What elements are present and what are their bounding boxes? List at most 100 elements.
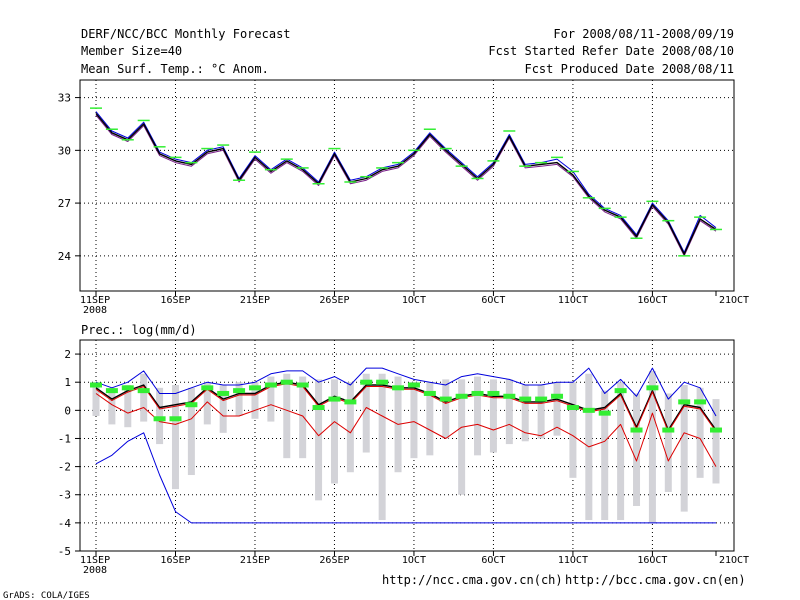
temperature-observed-markers: [90, 107, 722, 257]
prec-spread-bar: [489, 379, 497, 453]
temp-line-lower-member: [95, 114, 717, 257]
prec-observed-point: [90, 382, 102, 388]
variable-label: Mean Surf. Temp.: °C Anom.: [81, 62, 269, 76]
precipitation-frame: [79, 339, 735, 552]
prec-observed-point: [280, 379, 293, 385]
produced-date: Fcst Produced Date 2008/08/11: [524, 62, 734, 76]
prec-spread-bar: [124, 385, 132, 428]
prec-ytick-label: 1: [64, 376, 71, 389]
temp-line-ensemble-mean: [95, 112, 717, 255]
prec-xtick-label: 16OCT: [637, 555, 667, 566]
temp-xtick-label: 6OCT: [481, 295, 505, 306]
temp-line-upper-member: [95, 111, 717, 253]
prec-observed-point: [312, 405, 325, 411]
prec-line-ensemble-mean: [95, 381, 717, 431]
prec-observed-point: [423, 390, 436, 396]
temp-ytick-label: 30: [58, 144, 71, 157]
prec-observed-point: [248, 385, 261, 391]
prec-observed-point: [121, 385, 134, 391]
prec-observed-point: [407, 382, 420, 388]
temp-xtick-label: 21SEP: [240, 295, 270, 306]
precipitation-series: [95, 367, 717, 524]
prec-observed-point: [630, 427, 643, 433]
prec-observed-point: [153, 416, 166, 422]
prec-spread-bar: [664, 393, 672, 492]
prec-xtick-label: 1OCT: [402, 555, 426, 566]
prec-observed-point: [233, 388, 246, 394]
prec-xtick-label: 21SEP: [240, 555, 270, 566]
prec-observed-point: [662, 427, 675, 433]
prec-spread-bar: [362, 373, 370, 453]
prec-line-mean-echo: [95, 383, 717, 433]
prec-spread-bar: [601, 390, 609, 521]
prec-spread-bar: [505, 379, 513, 445]
grads-credit: GrADS: COLA/IGES: [3, 591, 90, 600]
prec-spread-bar: [474, 376, 482, 456]
prec-observed-point: [105, 388, 118, 394]
prec-spread-bar: [648, 370, 656, 523]
temp-xtick-label: 16OCT: [637, 295, 667, 306]
prec-observed-point: [566, 405, 579, 411]
temp-xtick-label: 26SEP: [319, 295, 349, 306]
prec-spread-bar: [92, 382, 100, 416]
refer-date: Fcst Started Refer Date 2008/08/10: [488, 44, 734, 58]
temp-xtick-label: 16SEP: [160, 295, 190, 306]
prec-spread-bar: [203, 382, 211, 425]
prec-spread-bar: [283, 373, 291, 459]
prec-observed-point: [360, 379, 373, 385]
prec-observed-point: [392, 385, 405, 391]
prec-observed-point: [551, 393, 564, 399]
prec-spread-bar: [219, 385, 227, 433]
prec-observed-point: [519, 396, 532, 402]
prec-observed-point: [169, 416, 182, 422]
prec-observed-point: [646, 385, 659, 391]
prec-observed-point: [694, 399, 707, 405]
prec-spread-bar: [187, 387, 195, 476]
prec-observed-point: [455, 393, 468, 399]
prec-xtick-label: 26SEP: [319, 555, 349, 566]
prec-observed-point: [328, 396, 341, 402]
prec-ytick-label: 2: [64, 348, 71, 361]
prec-spread-bar: [299, 376, 307, 459]
prec-spread-bar: [378, 373, 386, 521]
prec-ytick-label: -5: [58, 545, 71, 558]
prec-spread-bar: [108, 387, 116, 425]
prec-spread-bar: [171, 385, 179, 490]
prec-observed-point: [344, 399, 357, 405]
prec-observed-point: [137, 388, 150, 394]
prec-spread-bar: [712, 399, 720, 484]
prec-ytick-label: -1: [58, 432, 71, 445]
prec-spread-bar: [458, 379, 466, 495]
temp-xtick-label: 21OCT: [719, 295, 749, 306]
prec-xtick-label: 11SEP: [80, 555, 110, 566]
temperature-grid: [80, 80, 734, 291]
prec-spread-bar: [140, 373, 148, 422]
prec-observed-point: [376, 379, 389, 385]
prec-spread-bar: [251, 382, 259, 419]
temperature-frame: [79, 79, 735, 292]
prec-line-second-member: [95, 393, 717, 467]
prec-spread-bar: [156, 387, 164, 445]
prec-spread-bar: [315, 379, 323, 501]
temp-xtick-label: 1OCT: [402, 295, 426, 306]
prec-observed-point: [678, 399, 691, 405]
prec-spread-bar: [330, 379, 338, 484]
prec-observed-point: [296, 382, 309, 388]
prec-observed-point: [535, 396, 548, 402]
prec-spread-bar: [553, 382, 561, 436]
prec-observed-point: [471, 390, 484, 396]
precip-label: Prec.: log(mm/d): [81, 323, 197, 337]
temp-ytick-label: 27: [58, 197, 71, 210]
precipitation-observed-markers: [90, 379, 722, 433]
prec-xtick-label: 11OCT: [558, 555, 588, 566]
prec-observed-point: [185, 402, 198, 408]
temperature-series: [95, 111, 717, 257]
temp-ytick-label: 33: [58, 92, 71, 105]
prec-ytick-label: -3: [58, 489, 71, 502]
ncc-link[interactable]: http://ncc.cma.gov.cn(ch): [382, 573, 563, 587]
prec-observed-point: [503, 393, 516, 399]
temp-xtick-label: 11OCT: [558, 295, 588, 306]
bcc-link[interactable]: http://bcc.cma.gov.cn(en): [565, 573, 746, 587]
